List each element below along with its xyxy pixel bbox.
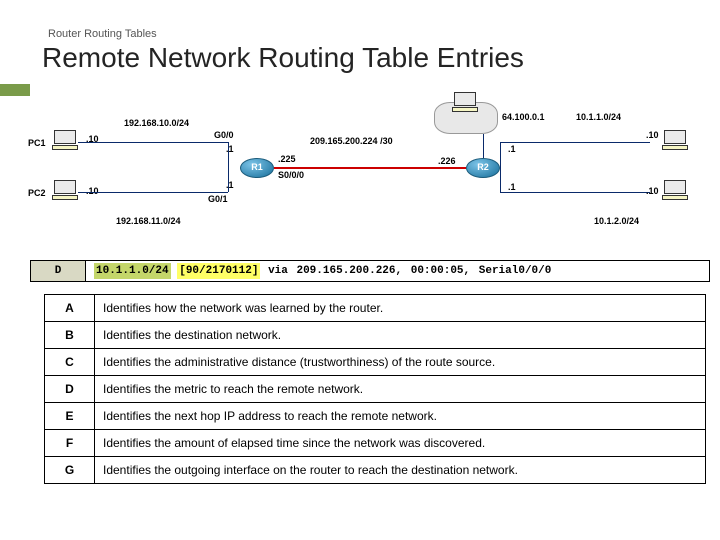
- pc3-icon: [662, 130, 688, 152]
- row-key: F: [45, 430, 95, 457]
- net-serial: 209.165.200.224 /30: [310, 136, 393, 146]
- dot1c: .1: [508, 144, 516, 154]
- row-key: E: [45, 403, 95, 430]
- link: [500, 142, 501, 192]
- network-diagram: 64.100.0.1 PC1 .10 PC2 .10 192.168.10.0/…: [28, 104, 692, 240]
- pretitle: Router Routing Tables: [48, 28, 157, 40]
- link: [78, 142, 228, 143]
- dot1d: .1: [508, 182, 516, 192]
- pc2-addr: .10: [86, 186, 99, 196]
- pc1-icon: [52, 130, 78, 152]
- row-key: A: [45, 295, 95, 322]
- s000: S0/0/0: [278, 170, 304, 180]
- page-title: Remote Network Routing Table Entries: [42, 42, 524, 74]
- net-top: 192.168.10.0/24: [124, 118, 189, 128]
- row-desc: Identifies how the network was learned b…: [95, 295, 706, 322]
- router-r1-icon: R1: [240, 158, 274, 178]
- pc2-icon: [52, 180, 78, 202]
- net-r-bot: 10.1.2.0/24: [594, 216, 639, 226]
- pc4-addr: .10: [646, 186, 659, 196]
- route-code: D: [30, 260, 86, 282]
- table-row: C Identifies the administrative distance…: [45, 349, 706, 376]
- accent-bar: [0, 84, 30, 96]
- row-desc: Identifies the administrative distance (…: [95, 349, 706, 376]
- route-if: Serial0/0/0: [478, 263, 553, 279]
- link: [483, 134, 484, 158]
- route-ad: [90/2170112]: [177, 263, 260, 279]
- pc2-label: PC2: [28, 188, 46, 198]
- explanation-table: A Identifies how the network was learned…: [44, 294, 706, 484]
- row-desc: Identifies the next hop IP address to re…: [95, 403, 706, 430]
- dot1a: .1: [226, 144, 234, 154]
- table-row: B Identifies the destination network.: [45, 322, 706, 349]
- row-key: D: [45, 376, 95, 403]
- link: [500, 142, 650, 143]
- row-key: B: [45, 322, 95, 349]
- row-desc: Identifies the metric to reach the remot…: [95, 376, 706, 403]
- table-row: F Identifies the amount of elapsed time …: [45, 430, 706, 457]
- pc3-addr: .10: [646, 130, 659, 140]
- router-r2-icon: R2: [466, 158, 500, 178]
- g01: G0/1: [208, 194, 228, 204]
- pc1-label: PC1: [28, 138, 46, 148]
- link: [78, 192, 228, 193]
- pc4-icon: [662, 180, 688, 202]
- dot1b: .1: [226, 180, 234, 190]
- route-text: 10.1.1.0/24 [90/2170112] via 209.165.200…: [86, 260, 710, 282]
- net-bottom: 192.168.11.0/24: [116, 216, 181, 226]
- link: [500, 192, 650, 193]
- table-row: D Identifies the metric to reach the rem…: [45, 376, 706, 403]
- table-row: E Identifies the next hop IP address to …: [45, 403, 706, 430]
- serial-link: [274, 167, 466, 169]
- row-key: G: [45, 457, 95, 484]
- row-key: C: [45, 349, 95, 376]
- table-row: A Identifies how the network was learned…: [45, 295, 706, 322]
- route-time: 00:00:05,: [410, 263, 471, 279]
- server-icon: [452, 92, 478, 114]
- r2-label: R2: [467, 162, 499, 172]
- route-via: via: [267, 263, 289, 279]
- g00: G0/0: [214, 130, 234, 140]
- row-desc: Identifies the destination network.: [95, 322, 706, 349]
- cloud-ip: 64.100.0.1: [502, 112, 545, 122]
- row-desc: Identifies the outgoing interface on the…: [95, 457, 706, 484]
- r1-label: R1: [241, 162, 273, 172]
- route-hop: 209.165.200.226,: [295, 263, 403, 279]
- route-net: 10.1.1.0/24: [94, 263, 171, 279]
- dot226: .226: [438, 156, 456, 166]
- row-desc: Identifies the amount of elapsed time si…: [95, 430, 706, 457]
- table-row: G Identifies the outgoing interface on t…: [45, 457, 706, 484]
- dot225: .225: [278, 154, 296, 164]
- net-r-top: 10.1.1.0/24: [576, 112, 621, 122]
- route-entry: D 10.1.1.0/24 [90/2170112] via 209.165.2…: [30, 260, 710, 282]
